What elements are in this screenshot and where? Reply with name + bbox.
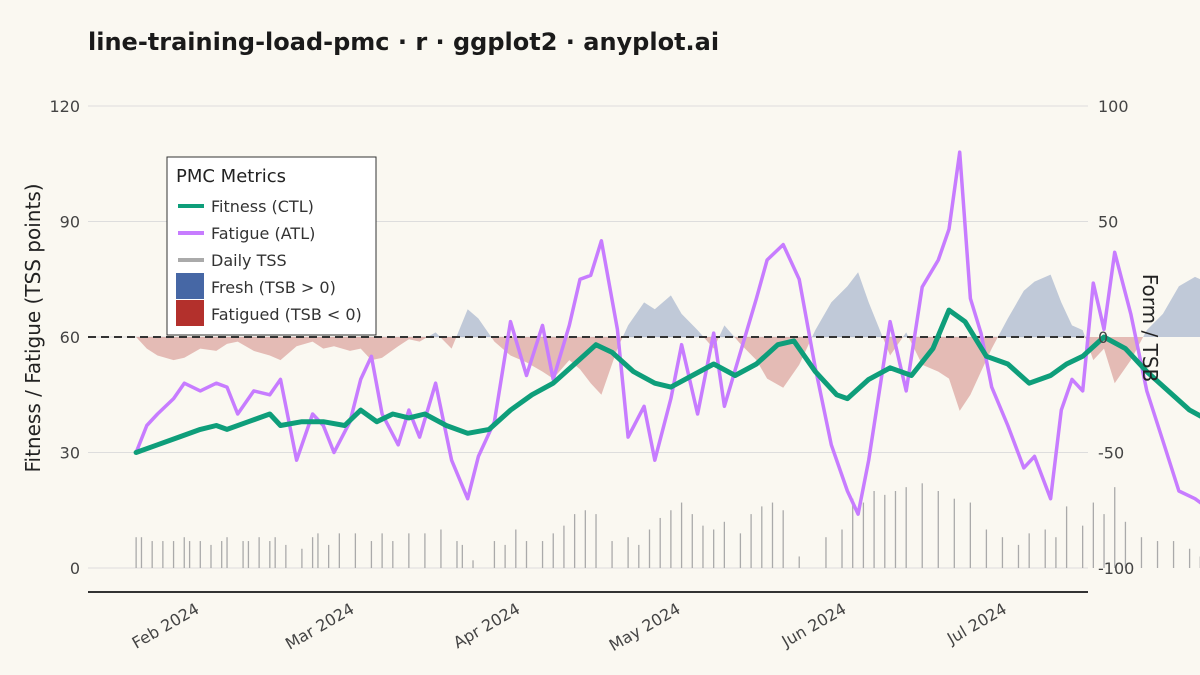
legend-label-ctl: Fitness (CTL) bbox=[211, 197, 314, 216]
y-left-tick-90: 90 bbox=[60, 213, 80, 232]
y-right-tick-1: -50 bbox=[1098, 444, 1124, 463]
y-left-tick-30: 30 bbox=[60, 444, 80, 463]
y-right-tick-4: 100 bbox=[1098, 97, 1129, 116]
y-right-axis-title: Form / TSB bbox=[1138, 274, 1162, 382]
y-left-tick-60: 60 bbox=[60, 328, 80, 347]
legend-label-fresh: Fresh (TSB > 0) bbox=[211, 278, 336, 297]
y-left-axis-title: Fitness / Fatigue (TSS points) bbox=[21, 183, 45, 472]
ctl-line bbox=[133, 307, 1200, 455]
legend-label-fatigued: Fatigued (TSB < 0) bbox=[211, 305, 362, 324]
series-lines bbox=[133, 150, 1200, 516]
legend-title: PMC Metrics bbox=[176, 166, 286, 187]
y-right-tick-2: 0 bbox=[1098, 328, 1108, 347]
legend: PMC Metrics Fitness (CTL) Fatigue (ATL) … bbox=[166, 156, 377, 336]
daily-tss-bars bbox=[135, 483, 1200, 568]
y-right-axis: -100 -50 0 50 100 bbox=[1098, 97, 1134, 578]
atl-line bbox=[134, 150, 1200, 516]
tsb-fresh-area bbox=[136, 272, 1200, 337]
y-left-tick-0: 0 bbox=[70, 559, 80, 578]
legend-swatch-fatigued bbox=[176, 300, 204, 326]
tsb-fatigued-area bbox=[136, 337, 1200, 411]
y-left-axis: 0 30 60 90 120 bbox=[49, 97, 80, 578]
y-right-tick-0: -100 bbox=[1098, 559, 1134, 578]
chart-title: line-training-load-pmc · r · ggplot2 · a… bbox=[88, 28, 719, 56]
legend-label-atl: Fatigue (ATL) bbox=[211, 224, 315, 243]
y-left-tick-120: 120 bbox=[49, 97, 80, 116]
y-right-tick-3: 50 bbox=[1098, 213, 1118, 232]
tsb-area-group bbox=[136, 272, 1200, 411]
legend-swatch-fresh bbox=[176, 273, 204, 299]
legend-label-tss: Daily TSS bbox=[211, 251, 287, 270]
